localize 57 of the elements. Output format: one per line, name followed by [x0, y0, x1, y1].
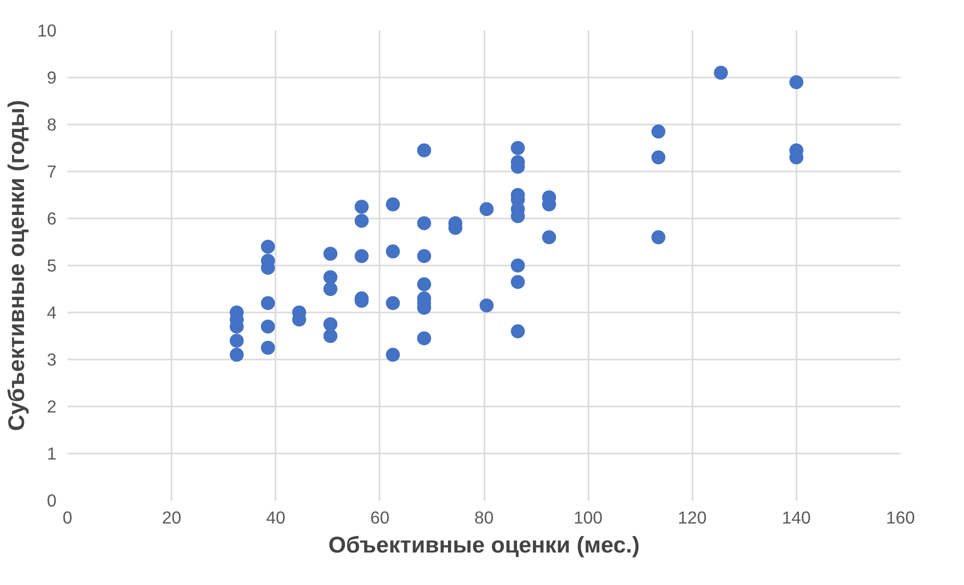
point	[480, 298, 494, 312]
point	[323, 329, 338, 343]
point	[480, 202, 494, 216]
point	[260, 320, 275, 334]
point	[354, 200, 369, 214]
x-tick-label: 80	[474, 508, 494, 528]
point	[510, 141, 525, 155]
point	[323, 282, 338, 296]
x-tick-label: 120	[678, 508, 707, 528]
point	[417, 331, 432, 346]
x-axis-title: Объективные оценки (мес.)	[328, 532, 640, 558]
point	[714, 66, 728, 80]
point	[542, 230, 556, 244]
point	[417, 249, 432, 264]
y-tick-label: 8	[46, 114, 57, 134]
x-tick-label: 140	[782, 508, 811, 528]
y-axis-title: Субъективные оценки (годы)	[3, 100, 30, 432]
y-tick-label: 6	[46, 208, 57, 228]
y-tick-label: 7	[46, 162, 57, 182]
point	[651, 150, 666, 164]
y-tick-label: 10	[37, 20, 57, 40]
x-tick-label: 100	[574, 508, 603, 528]
point	[417, 143, 432, 158]
point	[230, 348, 244, 362]
x-tick-label: 0	[62, 508, 72, 528]
point	[386, 296, 400, 310]
point	[230, 334, 244, 348]
y-tick-label: 9	[46, 68, 57, 88]
point	[510, 324, 525, 338]
y-tick-label: 0	[46, 490, 57, 510]
x-tick-label: 20	[162, 508, 182, 528]
y-tick-label: 4	[46, 302, 57, 322]
point	[651, 230, 666, 244]
point	[510, 258, 525, 272]
point	[510, 274, 525, 289]
point	[417, 216, 432, 230]
y-tick-label: 1	[46, 444, 57, 464]
point	[417, 277, 432, 292]
point	[789, 75, 804, 90]
point	[323, 317, 338, 332]
point	[386, 348, 400, 362]
point	[260, 340, 275, 355]
point	[323, 270, 338, 284]
y-tick-label: 3	[46, 350, 57, 370]
point	[651, 124, 666, 139]
y-tick-label: 2	[46, 396, 57, 416]
x-tick-label: 60	[370, 508, 390, 528]
x-tick-label: 160	[886, 508, 915, 528]
point	[354, 249, 369, 264]
y-tick-label: 5	[46, 256, 57, 276]
point	[386, 197, 400, 212]
x-tick-label: 40	[266, 508, 286, 528]
point	[354, 214, 369, 228]
point	[260, 240, 275, 254]
point	[323, 246, 338, 261]
point	[260, 296, 275, 310]
point	[386, 244, 400, 258]
